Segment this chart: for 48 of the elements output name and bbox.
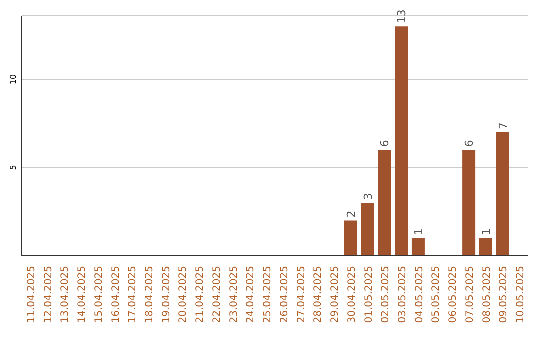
- x-tick-label: 09.05.2025: [498, 266, 510, 324]
- x-tick-label: 06.05.2025: [448, 266, 460, 324]
- data-label: 3: [362, 193, 375, 200]
- x-tick-label: 21.04.2025: [195, 266, 206, 324]
- bar: [344, 220, 358, 256]
- x-tick-label: 17.04.2025: [128, 266, 139, 324]
- x-tick-label: 24.04.2025: [246, 266, 257, 324]
- x-tick-label: 13.04.2025: [60, 266, 72, 324]
- x-tick-label: 01.05.2025: [364, 266, 375, 324]
- x-tick-label: 08.05.2025: [482, 266, 493, 324]
- bar: [496, 132, 510, 256]
- bar: [479, 238, 492, 256]
- data-label: 6: [378, 140, 392, 148]
- x-tick-label: 18.04.2025: [144, 266, 156, 324]
- x-tick-label: 25.04.2025: [262, 266, 274, 324]
- x-tick-label: 29.04.2025: [330, 266, 342, 324]
- data-label: 6: [463, 140, 476, 148]
- data-label: 13: [396, 10, 409, 24]
- bar: [378, 150, 392, 256]
- data-label: 2: [344, 210, 358, 218]
- y-tick-label: 10: [9, 74, 18, 85]
- x-tick-label: 22.04.2025: [212, 266, 223, 324]
- data-label: 7: [496, 122, 510, 130]
- x-tick-label: 05.05.2025: [431, 266, 442, 324]
- bar: [395, 26, 408, 256]
- bar: [462, 150, 476, 256]
- x-tick-label: 26.04.2025: [279, 266, 290, 324]
- x-tick-label: 23.04.2025: [228, 266, 240, 324]
- y-tick-label: 5: [9, 165, 18, 170]
- bar: [412, 238, 425, 256]
- x-tick-label: 14.04.2025: [77, 266, 88, 324]
- x-tick-label: 03.05.2025: [398, 266, 408, 324]
- x-tick-label: 16.04.2025: [110, 266, 122, 324]
- x-tick-label: 30.04.2025: [346, 266, 358, 324]
- x-tick-label: 19.04.2025: [161, 266, 172, 324]
- x-tick-label: 20.04.2025: [178, 266, 190, 324]
- x-tick-label: 11.04.2025: [26, 266, 38, 324]
- data-label: 1: [412, 228, 426, 236]
- x-tick-label: 12.04.2025: [43, 266, 54, 324]
- x-tick-label: 02.05.2025: [380, 266, 392, 324]
- x-tick-label: 07.05.2025: [464, 266, 476, 324]
- x-tick-label: 27.04.2025: [296, 266, 308, 324]
- data-label: 1: [480, 228, 493, 236]
- x-tick-label: 28.04.2025: [313, 266, 324, 324]
- x-tick-label: 04.05.2025: [414, 266, 426, 324]
- x-tick-label: 10.05.2025: [516, 266, 527, 324]
- x-tick-label: 15.04.2025: [94, 266, 105, 324]
- bar: [361, 203, 374, 256]
